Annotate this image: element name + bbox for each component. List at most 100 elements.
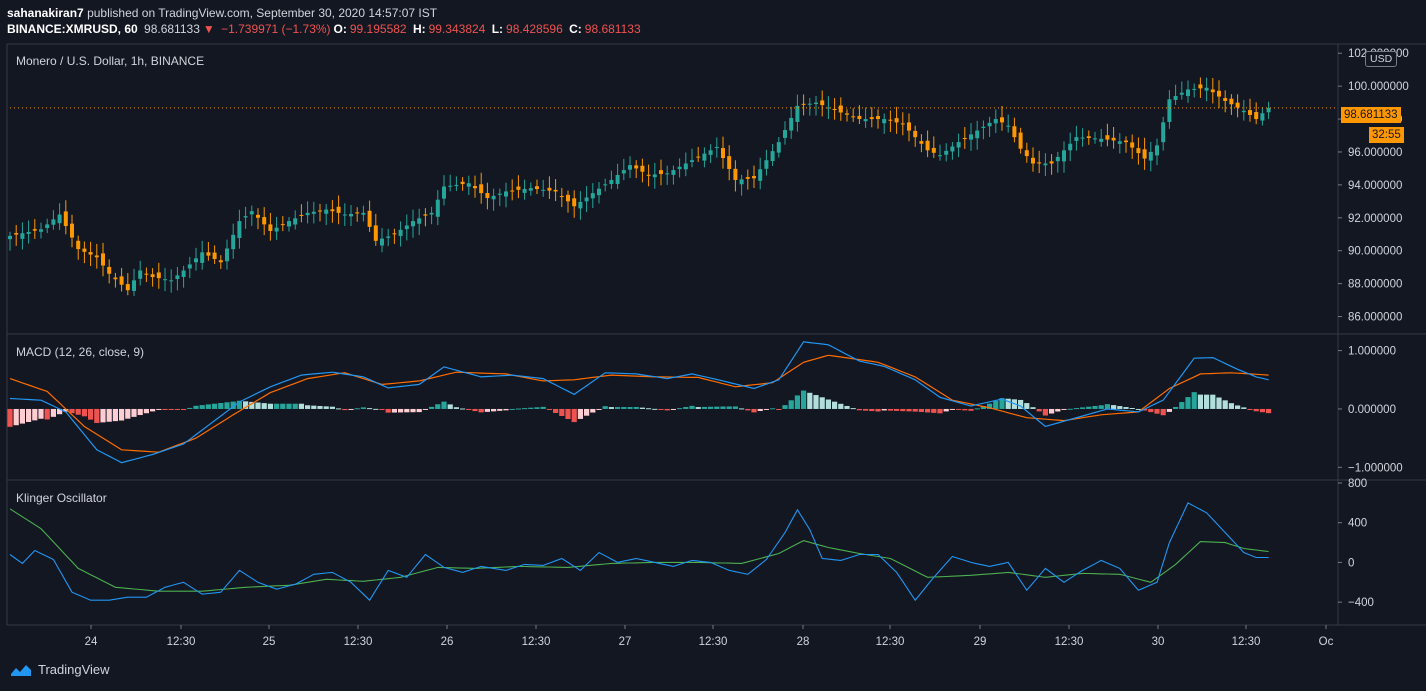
- candle-body: [206, 252, 211, 256]
- candle-body: [349, 213, 353, 217]
- macd-histogram-bar: [615, 407, 621, 409]
- close-label: C:: [569, 22, 582, 36]
- macd-histogram-bar: [373, 408, 379, 410]
- change-down-icon: ▼: [202, 22, 215, 36]
- candle-body: [981, 126, 986, 128]
- macd-histogram-bar: [243, 401, 249, 409]
- macd-histogram-bar: [1030, 407, 1036, 409]
- macd-histogram-bar: [1135, 408, 1141, 410]
- publisher-name[interactable]: sahanakiran7: [7, 6, 84, 20]
- macd-histogram-bar: [639, 407, 645, 409]
- candle-body: [962, 138, 967, 140]
- candle-body: [497, 193, 502, 195]
- candle-body: [764, 160, 769, 169]
- candle-body: [559, 196, 564, 198]
- klinger-lines: [9, 502, 1269, 602]
- macd-histogram-bar: [1266, 408, 1272, 414]
- macd-histogram-bar: [832, 401, 838, 409]
- candle-body: [795, 105, 800, 122]
- macd-histogram-bar: [19, 408, 25, 424]
- macd-histogram-bar: [1197, 394, 1203, 409]
- candle-body: [150, 274, 155, 278]
- candle-body: [882, 119, 887, 124]
- macd-histogram-bar: [881, 408, 887, 411]
- macd-histogram-bar: [608, 407, 614, 409]
- candle-body: [1105, 135, 1110, 140]
- macd-histogram-bar: [553, 408, 559, 413]
- candle-body: [491, 195, 496, 200]
- candle-body: [1024, 150, 1029, 157]
- candle-body: [479, 184, 484, 194]
- candle-body: [194, 258, 198, 263]
- macd-histogram-bar: [869, 408, 875, 412]
- macd-histogram-bar: [174, 408, 180, 410]
- candle-body: [1229, 98, 1234, 105]
- time-tick-label: 12:30: [699, 636, 728, 648]
- candle-body: [1093, 138, 1097, 140]
- macd-histogram-bar: [125, 408, 131, 419]
- macd-histogram-bar: [205, 404, 211, 409]
- macd-histogram-bar: [1042, 408, 1048, 416]
- macd-histogram-bar: [1049, 408, 1055, 414]
- macd-histogram-bar: [230, 401, 236, 409]
- candle-body: [770, 151, 775, 161]
- currency-badge[interactable]: USD: [1365, 51, 1398, 67]
- candle-body: [640, 165, 645, 172]
- klinger-tick-label: 400: [1348, 518, 1367, 530]
- macd-histogram-bar: [1185, 397, 1191, 409]
- candle-body: [690, 160, 694, 163]
- candle-body: [869, 117, 874, 120]
- klinger-tick-label: 0: [1348, 557, 1354, 569]
- chart-header: sahanakiran7 published on TradingView.co…: [7, 5, 644, 37]
- macd-histogram-bar: [701, 406, 707, 409]
- candle-body: [776, 142, 781, 153]
- candle-body: [814, 102, 818, 104]
- candle-body: [925, 140, 930, 151]
- candle-body: [324, 209, 329, 214]
- macd-histogram-bar: [13, 408, 19, 426]
- change-value: −1.739971 (−1.73%): [221, 22, 331, 36]
- macd-histogram-bar: [1142, 408, 1148, 411]
- macd-histogram-bar: [32, 408, 38, 421]
- macd-histogram-bar: [1241, 407, 1247, 409]
- candle-body: [32, 229, 37, 231]
- time-tick-label: 30: [1152, 636, 1165, 648]
- macd-histogram-bar: [528, 407, 534, 409]
- macd-histogram-bar: [863, 408, 869, 411]
- macd-histogram-bar: [900, 408, 906, 412]
- macd-histogram-bar: [404, 408, 410, 413]
- macd-histogram-bar: [999, 398, 1005, 409]
- macd-histogram-bar: [856, 408, 862, 411]
- candle-body: [1049, 161, 1054, 164]
- macd-histogram-bar: [484, 408, 490, 412]
- price-tick-label: 92.000000: [1348, 213, 1402, 225]
- candle-body: [1260, 113, 1265, 121]
- macd-histogram-bar: [81, 408, 87, 417]
- macd-histogram-bar: [218, 403, 224, 409]
- candle-body: [783, 130, 787, 138]
- macd-histogram-bar: [751, 408, 757, 413]
- macd-histogram-bar: [379, 408, 385, 410]
- macd-histogram-bar: [1005, 398, 1011, 409]
- candle-body: [572, 198, 577, 207]
- macd-histogram-bar: [1191, 392, 1197, 409]
- candle-body: [1167, 99, 1172, 122]
- last-price-tag: 98.681133: [1341, 107, 1401, 123]
- candle-body: [1266, 107, 1271, 113]
- candle-body: [745, 177, 750, 179]
- macd-histogram-bar: [317, 405, 323, 409]
- candle-body: [361, 212, 366, 215]
- macd-histogram-bar: [1061, 408, 1067, 410]
- macd-histogram-bar: [162, 408, 168, 410]
- macd-histogram-bar: [69, 408, 75, 414]
- macd-histogram-bar: [807, 392, 813, 409]
- publisher-line: sahanakiran7 published on TradingView.co…: [7, 5, 644, 21]
- candle-body: [634, 165, 639, 169]
- macd-histogram-bar: [1216, 397, 1222, 409]
- tradingview-brand[interactable]: TradingView: [38, 662, 110, 677]
- macd-histogram-bar: [726, 406, 732, 409]
- macd-histogram-bar: [360, 407, 366, 409]
- candle-body: [442, 186, 446, 199]
- bar-countdown-tag: 32:55: [1369, 127, 1404, 143]
